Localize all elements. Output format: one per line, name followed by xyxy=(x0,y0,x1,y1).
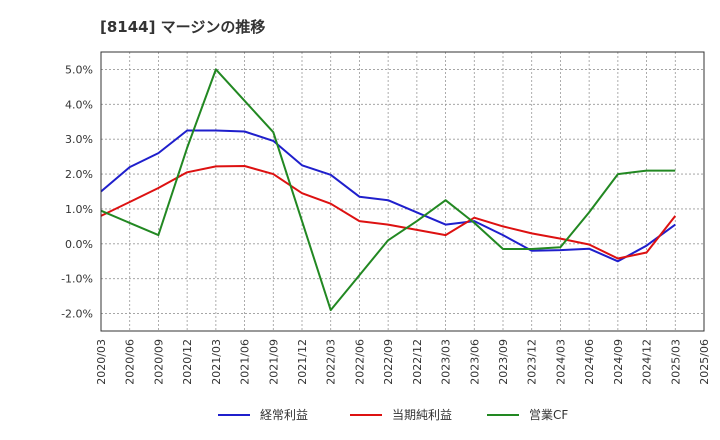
x-tick-label: 2024/03 xyxy=(554,339,567,385)
series-line-2 xyxy=(100,68,676,312)
x-tick-label: 2023/06 xyxy=(468,339,481,385)
x-tick-label: 2024/06 xyxy=(583,339,596,385)
x-tick-label: 2023/03 xyxy=(440,339,453,385)
x-tick-label: 2024/12 xyxy=(641,339,654,385)
x-tick-label: 2020/06 xyxy=(124,339,137,385)
x-tick-label: 2023/09 xyxy=(497,339,510,385)
legend: 経常利益 当期純利益 営業CF xyxy=(218,408,568,422)
y-tick-label: 1.0% xyxy=(65,203,93,216)
legend-label: 当期純利益 xyxy=(392,408,452,422)
y-tick-label: 2.0% xyxy=(65,168,93,181)
x-tick-label: 2021/09 xyxy=(267,339,280,385)
y-tick-label: 4.0% xyxy=(65,98,93,111)
x-tick-label: 2021/12 xyxy=(296,339,309,385)
x-tick-label: 2025/06 xyxy=(698,339,711,385)
x-tick-label: 2022/12 xyxy=(411,339,424,385)
x-tick-label: 2024/09 xyxy=(612,339,625,385)
y-tick-label: 0.0% xyxy=(65,238,93,251)
x-tick-label: 2022/09 xyxy=(382,339,395,385)
x-tick-label: 2022/03 xyxy=(325,339,338,385)
x-tick-label: 2021/06 xyxy=(239,339,252,385)
y-tick-label: 5.0% xyxy=(65,63,93,76)
legend-label: 経常利益 xyxy=(260,408,308,422)
legend-label: 営業CF xyxy=(529,408,568,422)
x-tick-label: 2020/09 xyxy=(152,339,165,385)
series-lines xyxy=(100,68,677,312)
x-axis-ticks: 2020/03 2020/06 2020/09 2020/12 2021/03 2021/… xyxy=(95,339,711,385)
y-tick-label: 3.0% xyxy=(65,133,93,146)
plot-frame xyxy=(100,51,705,332)
series-line-0 xyxy=(100,129,676,263)
x-tick-label: 2020/12 xyxy=(181,339,194,385)
chart-title: [8144] マージンの推移 xyxy=(100,18,265,36)
series-line-1 xyxy=(100,165,677,260)
grid-lines xyxy=(100,52,705,331)
x-tick-label: 2022/06 xyxy=(353,339,366,385)
x-tick-label: 2020/03 xyxy=(95,339,108,385)
y-tick-label: -1.0% xyxy=(61,273,93,286)
x-tick-label: 2021/03 xyxy=(210,339,223,385)
y-tick-label: -2.0% xyxy=(61,308,93,321)
x-tick-label: 2023/12 xyxy=(526,339,539,385)
x-tick-label: 2025/03 xyxy=(669,339,682,385)
y-axis-ticks: 5.0% 4.0% 3.0% 2.0% 1.0% 0.0% -1.0% -2.0% xyxy=(61,63,93,320)
